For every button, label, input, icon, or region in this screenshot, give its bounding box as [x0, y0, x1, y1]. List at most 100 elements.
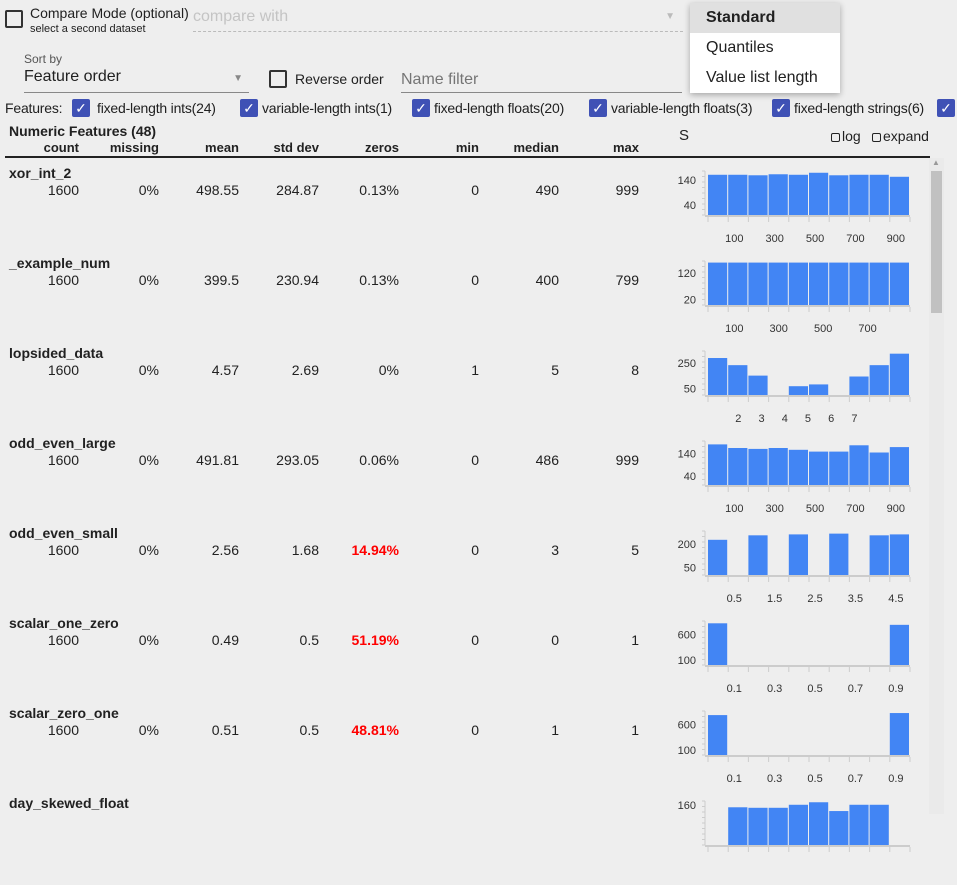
histogram-bar[interactable] — [829, 533, 849, 575]
x-tick-label: 5 — [805, 413, 811, 425]
x-tick-label: 700 — [858, 323, 876, 335]
log-checkbox[interactable] — [831, 133, 840, 142]
feature-checkbox-var-ints[interactable]: ✓ — [240, 99, 258, 117]
histogram-bar[interactable] — [889, 262, 909, 305]
compare-mode-checkbox[interactable] — [5, 10, 23, 28]
histogram-bar[interactable] — [708, 623, 728, 665]
histogram-bar[interactable] — [809, 802, 829, 845]
histogram-bar[interactable] — [809, 451, 829, 485]
y-tick-label: 600 — [678, 629, 696, 641]
feature-checkbox-fixed-strings[interactable]: ✓ — [772, 99, 790, 117]
histogram-bar[interactable] — [788, 386, 808, 395]
histogram-bar[interactable] — [889, 534, 909, 575]
histogram-bar[interactable] — [708, 444, 728, 485]
histogram-bar[interactable] — [788, 174, 808, 215]
menu-item-quantiles[interactable]: Quantiles — [706, 39, 774, 56]
histogram-bar[interactable] — [748, 262, 768, 305]
histogram-bar[interactable] — [768, 262, 788, 305]
histogram-bar[interactable] — [748, 807, 768, 845]
histogram-bar[interactable] — [728, 262, 748, 305]
name-filter-input[interactable] — [401, 68, 682, 93]
histogram-bar[interactable] — [829, 811, 849, 845]
column-header-zeros[interactable]: zeros — [365, 140, 399, 155]
histogram-bar[interactable] — [748, 535, 768, 575]
log-toggle[interactable]: log — [831, 128, 861, 144]
histogram-bar[interactable] — [708, 715, 728, 755]
histogram-bar[interactable] — [788, 534, 808, 575]
histogram-bar[interactable] — [869, 262, 889, 305]
feature-name: xor_int_2 — [9, 165, 72, 181]
histogram-bar[interactable] — [829, 451, 849, 485]
cell-zeros: 48.81% — [351, 722, 399, 738]
histogram-bar[interactable] — [788, 804, 808, 845]
histogram-bar[interactable] — [829, 262, 849, 305]
histogram-bar[interactable] — [728, 174, 748, 215]
histogram-bar[interactable] — [869, 452, 889, 485]
reverse-order-checkbox[interactable] — [269, 70, 287, 88]
x-tick-label: 0.3 — [767, 683, 782, 695]
scrollbar[interactable]: ▲ — [929, 158, 944, 814]
histogram-bar[interactable] — [768, 174, 788, 215]
histogram-bar[interactable] — [708, 539, 728, 575]
feature-checkbox-fixed-ints[interactable]: ✓ — [72, 99, 90, 117]
histogram-bar[interactable] — [869, 365, 889, 395]
histogram-bar[interactable] — [809, 172, 829, 215]
feature-checkbox-more[interactable]: ✓ — [937, 99, 955, 117]
cell-mean: 2.56 — [211, 542, 239, 558]
feature-name: day_skewed_float — [9, 795, 129, 811]
histogram-bar[interactable] — [748, 175, 768, 215]
histogram-bar[interactable] — [869, 174, 889, 215]
scroll-up-icon[interactable]: ▲ — [932, 158, 940, 167]
compare-with-dropdown[interactable]: compare with ▼ — [193, 8, 683, 32]
histogram-bar[interactable] — [708, 174, 728, 215]
histogram-bar[interactable] — [788, 262, 808, 305]
histogram-bar[interactable] — [829, 175, 849, 215]
column-header-std-dev[interactable]: std dev — [273, 140, 319, 155]
histogram-bar[interactable] — [869, 535, 889, 575]
menu-item-standard[interactable]: Standard — [690, 3, 840, 33]
menu-item-value-list-length[interactable]: Value list length — [706, 69, 818, 86]
cell-min: 1 — [471, 362, 479, 378]
histogram-bar[interactable] — [708, 262, 728, 305]
histogram-bar[interactable] — [809, 262, 829, 305]
x-tick-label: 500 — [806, 233, 824, 245]
scrollbar-thumb[interactable] — [931, 171, 942, 313]
column-header-median[interactable]: median — [513, 140, 559, 155]
histogram-bar[interactable] — [748, 375, 768, 395]
histogram-bar[interactable] — [849, 376, 869, 395]
column-header-count[interactable]: count — [43, 140, 79, 155]
histogram-bar[interactable] — [889, 624, 909, 665]
histogram-bar[interactable] — [728, 447, 748, 485]
histogram-bar[interactable] — [849, 262, 869, 305]
x-tick-label: 4.5 — [888, 593, 903, 605]
histogram-bar[interactable] — [889, 176, 909, 215]
column-header-max[interactable]: max — [612, 140, 639, 155]
feature-label: variable-length floats(3) — [611, 100, 753, 116]
histogram-bar[interactable] — [728, 807, 748, 845]
histogram-bar[interactable] — [768, 447, 788, 485]
histogram-bar[interactable] — [728, 365, 748, 395]
histogram-bar[interactable] — [849, 174, 869, 215]
histogram-bar[interactable] — [788, 449, 808, 485]
histogram-bar[interactable] — [768, 807, 788, 845]
expand-toggle[interactable]: expand — [872, 128, 929, 144]
histogram-bar[interactable] — [889, 353, 909, 395]
histogram-bar[interactable] — [849, 445, 869, 485]
histogram-bar[interactable] — [809, 384, 829, 395]
column-header-mean[interactable]: mean — [205, 140, 239, 155]
sort-by-label: Sort by — [24, 52, 63, 66]
column-header-missing[interactable]: missing — [109, 140, 159, 155]
expand-checkbox[interactable] — [872, 133, 881, 142]
sort-by-dropdown[interactable]: Feature order ▼ — [24, 68, 249, 93]
histogram-bar[interactable] — [889, 447, 909, 485]
histogram-bar[interactable] — [708, 358, 728, 395]
histogram-bar[interactable] — [869, 804, 889, 845]
feature-checkbox-fixed-floats[interactable]: ✓ — [412, 99, 430, 117]
feature-checkbox-var-floats[interactable]: ✓ — [589, 99, 607, 117]
histogram-bar[interactable] — [849, 804, 869, 845]
y-tick-label: 200 — [678, 539, 696, 551]
histogram-bar[interactable] — [748, 448, 768, 485]
column-header-min[interactable]: min — [455, 140, 479, 155]
histogram-bar[interactable] — [889, 713, 909, 755]
feature-name: scalar_zero_one — [9, 705, 119, 721]
